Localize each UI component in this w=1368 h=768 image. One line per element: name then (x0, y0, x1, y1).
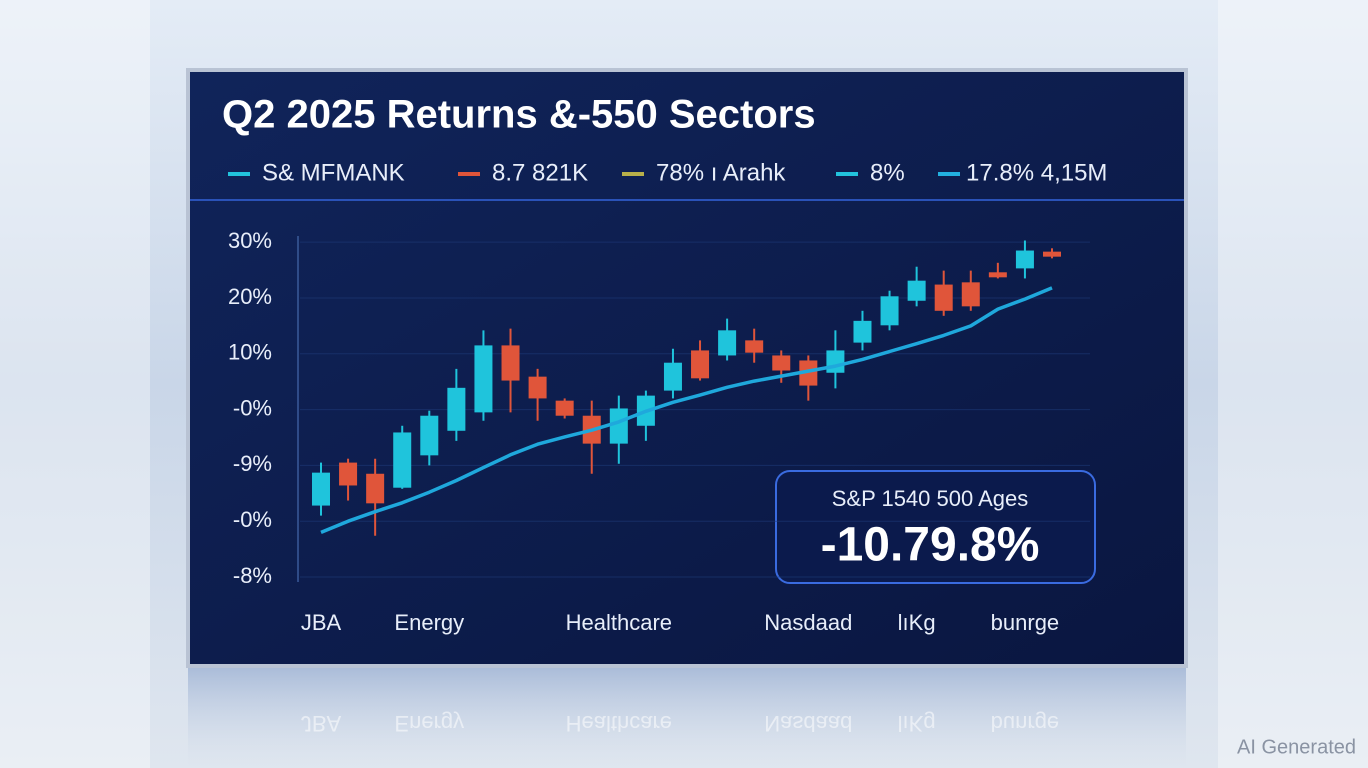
legend-label: 78% ı Arahk (656, 159, 786, 186)
y-tick-label: 10% (228, 340, 272, 365)
annotation-label: S&P 1540 500 Ages (832, 486, 1029, 511)
window-glow (1218, 0, 1368, 768)
y-tick-label: 20% (228, 284, 272, 309)
candle-body (988, 272, 1007, 278)
x-tick-label: JBA (301, 610, 342, 635)
candle-body (880, 296, 899, 326)
x-tick-label: Nasdaad (764, 610, 852, 635)
candle-body (961, 282, 980, 307)
y-tick-label: -9% (233, 451, 272, 476)
x-tick-label: Healthcare (566, 610, 672, 635)
candle-body (528, 376, 547, 399)
candle-body (366, 473, 385, 504)
trend-line (320, 286, 1053, 535)
candle-body (745, 340, 764, 353)
candle-body (393, 432, 412, 488)
candle-body (772, 355, 791, 371)
candle-body (420, 415, 439, 456)
y-tick-label: -0% (233, 395, 272, 420)
candle-body (799, 360, 818, 386)
legend-label: 17.8% 4,15M (966, 159, 1107, 186)
y-tick-label: -0% (233, 507, 272, 532)
candle-body (691, 350, 710, 379)
x-tick-reflection: Healthcare (566, 711, 672, 736)
window-glow (0, 0, 150, 768)
candle-body (1043, 251, 1061, 257)
x-tick-label: lıKg (898, 610, 936, 635)
candle-body (555, 400, 574, 416)
watermark: AI Generated (1237, 736, 1356, 758)
x-tick-label: Energy (394, 610, 464, 635)
legend-label: 8% (870, 159, 905, 186)
x-tick-reflection: bunrge (991, 711, 1060, 736)
legend-label: S& MFMANK (262, 159, 405, 186)
y-tick-label: -8% (233, 563, 272, 588)
candle-body (474, 345, 493, 413)
candle-body (826, 350, 845, 373)
annotation-box (775, 470, 1096, 584)
candle-body (609, 408, 628, 444)
candle-body (1015, 250, 1034, 269)
screen-reflection (188, 668, 1186, 768)
x-tick-reflection: JBA (301, 711, 342, 736)
candle-body (339, 462, 358, 486)
legend-label: 8.7 821K (492, 159, 588, 186)
x-tick-label: bunrge (991, 610, 1060, 635)
x-tick-reflection: Energy (394, 711, 464, 736)
candle-body (907, 280, 926, 301)
candle-body (663, 362, 682, 391)
y-tick-label: 30% (228, 228, 272, 253)
x-tick-reflection: Nasdaad (764, 711, 852, 736)
candle-body (934, 284, 953, 311)
candle-body (447, 387, 466, 431)
candle-body (718, 330, 737, 356)
x-tick-reflection: lıKg (898, 711, 936, 736)
chart-title: Q2 2025 Returns &-550 Sectors (222, 93, 816, 137)
annotation-value: -10.79.8% (821, 519, 1040, 572)
candle-body (853, 320, 872, 343)
candle-body (312, 472, 330, 506)
candle-body (501, 345, 520, 381)
